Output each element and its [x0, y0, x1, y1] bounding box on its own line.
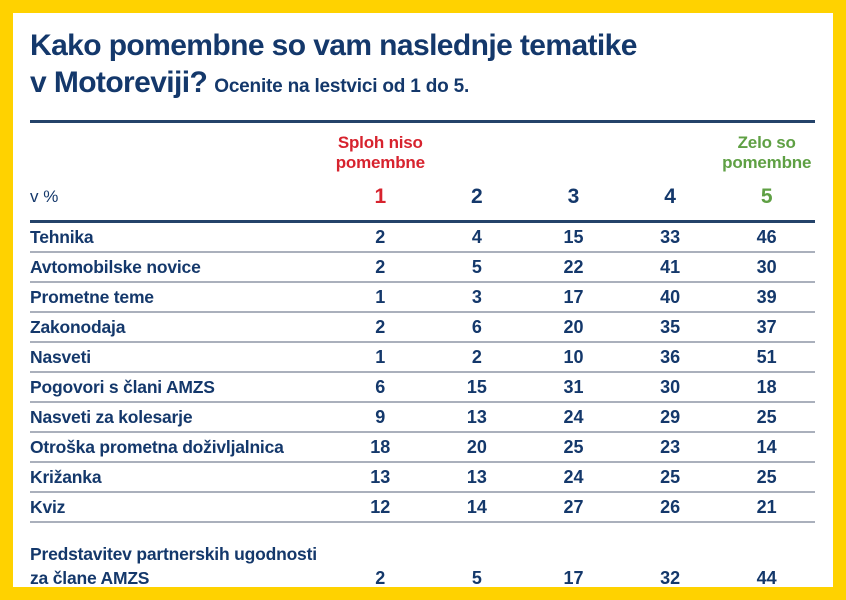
row-value: 40 — [660, 287, 681, 307]
row-value: 24 — [563, 467, 584, 487]
row-value: 30 — [660, 377, 681, 397]
row-value: 3 — [471, 287, 482, 307]
page-title: Kako pomembne so vam naslednje tematike … — [30, 27, 815, 105]
row-value: 20 — [563, 317, 584, 337]
row-label: Tehnika — [30, 227, 94, 247]
title-line-1: Kako pomembne so vam naslednje tematike — [30, 29, 637, 62]
column-header-5: 5 — [760, 184, 773, 208]
table-row: Avtomobilske novice 2 5 22 41 30 — [30, 251, 815, 281]
row-value: 17 — [563, 568, 584, 588]
row-value: 2 — [375, 317, 386, 337]
row-value: 14 — [756, 437, 777, 457]
row-value: 30 — [756, 257, 777, 277]
table-row: Otroška prometna doživljalnica 18 20 25 … — [30, 431, 815, 461]
row-value: 44 — [756, 568, 777, 588]
row-label: Otroška prometna doživljalnica — [30, 437, 284, 457]
row-value: 23 — [660, 437, 681, 457]
row-value: 31 — [563, 377, 584, 397]
row-label: Nasveti za kolesarje — [30, 407, 193, 427]
row-value: 32 — [660, 568, 681, 588]
row-label: Kviz — [30, 497, 66, 517]
column-header-4: 4 — [664, 184, 676, 208]
row-value: 29 — [660, 407, 681, 427]
table-header-row: v % 1 2 3 4 5 — [30, 173, 815, 220]
table-row: Prometne teme 1 3 17 40 39 — [30, 281, 815, 311]
row-value: 25 — [563, 437, 584, 457]
row-value: 18 — [756, 377, 777, 397]
scale-high-label: Zelo so pomembne — [722, 133, 812, 172]
row-value: 9 — [375, 407, 386, 427]
row-label: Križanka — [30, 467, 102, 487]
row-value: 4 — [471, 227, 482, 247]
table-row: Tehnika 2 4 15 33 46 — [30, 223, 815, 251]
row-label: Pogovori s člani AMZS — [30, 377, 215, 397]
row-value: 46 — [756, 227, 777, 247]
table-row: Nasveti 1 2 10 36 51 — [30, 341, 815, 371]
row-value: 1 — [375, 287, 386, 307]
row-value: 2 — [375, 227, 386, 247]
scale-labels-row: Sploh niso pomembne Zelo so pomembne — [30, 133, 815, 173]
row-value: 36 — [660, 347, 681, 367]
table-row: Zakonodaja 2 6 20 35 37 — [30, 311, 815, 341]
scale-low-label: Sploh niso pomembne — [335, 133, 425, 172]
row-value: 17 — [563, 287, 584, 307]
table-row: Kviz 12 14 27 26 21 — [30, 491, 815, 521]
row-value: 21 — [756, 497, 777, 517]
row-value: 13 — [466, 407, 487, 427]
row-value: 25 — [660, 467, 681, 487]
row-value: 33 — [660, 227, 681, 247]
row-value: 15 — [466, 377, 487, 397]
row-value: 27 — [563, 497, 584, 517]
row-value: 35 — [660, 317, 681, 337]
row-label: Nasveti — [30, 347, 91, 367]
row-value: 2 — [471, 347, 482, 367]
row-value: 41 — [660, 257, 681, 277]
row-value: 13 — [370, 467, 391, 487]
row-value: 20 — [466, 437, 487, 457]
unit-label: v % — [30, 186, 59, 206]
row-value: 37 — [756, 317, 777, 337]
row-value: 10 — [563, 347, 584, 367]
row-value: 15 — [563, 227, 584, 247]
row-label: Predstavitev partnerskih ugodnosti za čl… — [30, 544, 317, 588]
row-label: Prometne teme — [30, 287, 154, 307]
card-content: Kako pomembne so vam naslednje tematike … — [13, 13, 833, 588]
row-value: 12 — [370, 497, 391, 517]
table-row: Nasveti za kolesarje 9 13 24 29 25 — [30, 401, 815, 431]
header-divider — [30, 220, 815, 223]
row-value: 5 — [471, 568, 482, 588]
row-value: 18 — [370, 437, 391, 457]
row-value: 6 — [471, 317, 482, 337]
table-row: Križanka 13 13 24 25 25 — [30, 461, 815, 491]
row-value: 25 — [756, 467, 777, 487]
row-value: 2 — [375, 568, 386, 588]
row-value: 6 — [375, 377, 386, 397]
row-value: 14 — [466, 497, 487, 517]
row-value: 24 — [563, 407, 584, 427]
row-value: 26 — [660, 497, 681, 517]
row-value: 39 — [756, 287, 777, 307]
row-value: 1 — [375, 347, 386, 367]
table-row: Predstavitev partnerskih ugodnosti za čl… — [30, 521, 815, 588]
row-value: 25 — [756, 407, 777, 427]
row-value: 51 — [756, 347, 777, 367]
page-subtitle: Ocenite na lestvici od 1 do 5. — [214, 76, 470, 97]
column-header-1: 1 — [374, 184, 387, 208]
title-divider — [30, 120, 815, 123]
row-value: 2 — [375, 257, 386, 277]
column-header-2: 2 — [471, 184, 483, 208]
row-label: Avtomobilske novice — [30, 257, 201, 277]
table-rows: Tehnika 2 4 15 33 46 Avtomobilske novice… — [30, 223, 815, 588]
column-header-3: 3 — [567, 184, 580, 208]
title-line-2: v Motoreviji? — [30, 66, 208, 99]
row-value: 5 — [471, 257, 482, 277]
table-row: Pogovori s člani AMZS 6 15 31 30 18 — [30, 371, 815, 401]
row-value: 13 — [466, 467, 487, 487]
row-value: 22 — [563, 257, 584, 277]
row-label: Zakonodaja — [30, 317, 126, 337]
